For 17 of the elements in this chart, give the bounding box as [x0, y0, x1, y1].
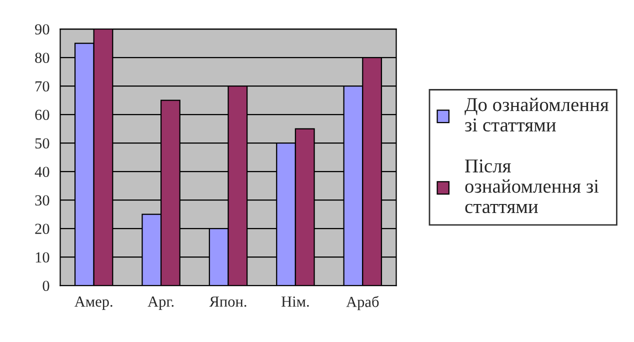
y-tick-label: 30: [35, 195, 50, 206]
x-tick-label: Япон.: [209, 296, 246, 307]
x-tick-label: Араб: [346, 296, 379, 310]
y-tick-label: 10: [36, 252, 50, 263]
y-tick-label: 50: [35, 138, 50, 149]
x-tick-label: Арг.: [148, 296, 174, 310]
legend-label: До ознайомлення зі статтями: [464, 98, 609, 132]
y-tick-label: 40: [34, 166, 50, 178]
y-tick-label: 60: [35, 110, 50, 120]
y-tick-label: 0: [42, 280, 50, 292]
y-tick-label: 70: [36, 81, 50, 92]
y-tick-label: 90: [35, 24, 50, 35]
x-tick-label: Амер.: [74, 296, 112, 310]
y-tick-label: 20: [35, 224, 50, 234]
legend-label: Після ознайомлення зі статтями: [465, 159, 599, 214]
y-tick-label: 80: [35, 52, 50, 64]
x-tick-label: Нім.: [282, 296, 309, 307]
